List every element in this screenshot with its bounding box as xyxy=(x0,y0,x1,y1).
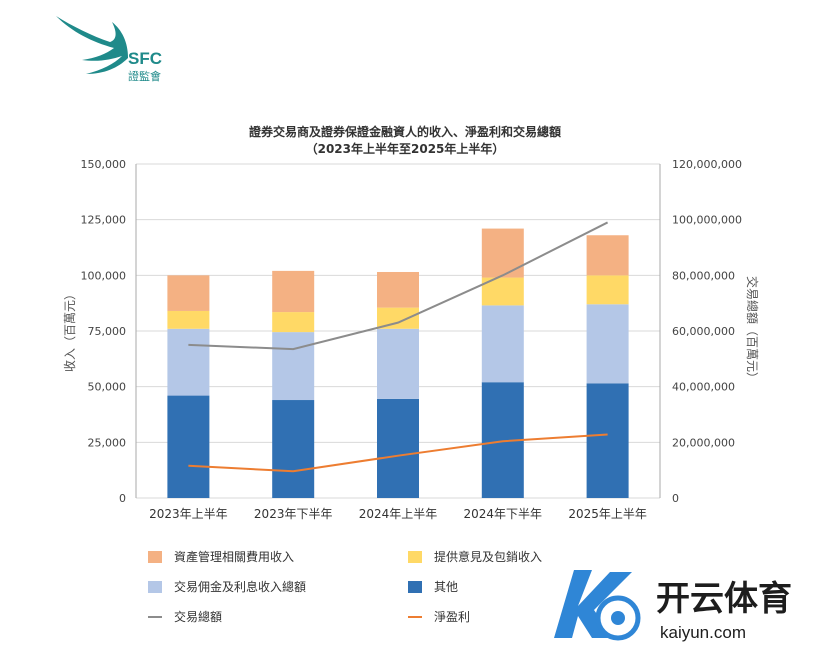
x-tick-label: 2024年下半年 xyxy=(464,507,543,521)
bar-segment xyxy=(272,332,315,401)
bar-segment xyxy=(481,305,524,383)
x-tick-label: 2023年下半年 xyxy=(254,507,333,521)
y2-tick-label: 20,000,000 xyxy=(672,436,735,449)
bar-segment xyxy=(167,395,210,498)
bar-segment xyxy=(272,312,315,333)
left-axis-ticks: 0 25,000 50,000 75,000 100,000 125,000 150,000 xyxy=(81,158,127,505)
legend-swatch xyxy=(408,580,422,593)
bar-segment xyxy=(481,228,524,278)
watermark-brand: 开云体育 xyxy=(656,579,792,619)
legend-label: 資產管理相關費用收入 xyxy=(174,550,295,564)
x-tick-label: 2024年上半年 xyxy=(359,507,438,521)
right-axis-ticks: 0 20,000,000 40,000,000 60,000,000 80,000,00… xyxy=(672,158,742,505)
legend-item: 其他 xyxy=(408,578,458,595)
k-logo-icon xyxy=(554,570,632,638)
bar-segment xyxy=(167,275,210,311)
legend-item: 資產管理相關費用收入 xyxy=(148,548,294,565)
legend-label: 其他 xyxy=(434,580,459,594)
y-tick-label: 0 xyxy=(119,492,126,505)
logo-name: 證監會 xyxy=(128,69,161,83)
y-axis-label: 收入（百萬元） xyxy=(63,288,77,372)
legend-swatch xyxy=(148,580,162,593)
y2-tick-label: 0 xyxy=(672,492,679,505)
chart-subtitle: （2023年上半年至2025年上半年） xyxy=(306,141,505,156)
lines xyxy=(188,221,609,473)
legend-label: 交易佣金及利息收入總額 xyxy=(174,580,307,594)
x-axis-ticks: 2023年上半年 2023年下半年 2024年上半年 2024年下半年 2025年上半年 xyxy=(149,507,647,521)
bar-segment xyxy=(272,270,315,313)
legend-label: 交易總額 xyxy=(174,610,223,624)
y2-tick-label: 120,000,000 xyxy=(672,158,742,171)
x-tick-label: 2025年上半年 xyxy=(568,507,647,521)
kaiyun-watermark: 开云体育 kaiyun.com xyxy=(554,570,792,642)
bar-segment xyxy=(586,235,629,276)
y-tick-label: 75,000 xyxy=(88,325,127,338)
y2-axis-label: 交易總額（百萬元） xyxy=(745,276,760,384)
bar-segment xyxy=(272,400,315,498)
bar-segment xyxy=(167,328,210,396)
y-tick-label: 25,000 xyxy=(88,436,127,449)
bars xyxy=(167,228,629,498)
y2-tick-label: 100,000,000 xyxy=(672,214,742,227)
eagle-icon xyxy=(56,16,128,74)
logo-acronym: SFC xyxy=(128,49,162,68)
bar-segment xyxy=(586,304,629,384)
legend-item: 交易總額 xyxy=(148,608,222,625)
bar-segment xyxy=(586,275,629,305)
bar-segment xyxy=(586,383,629,498)
y2-tick-label: 80,000,000 xyxy=(672,269,735,282)
x-tick-label: 2023年上半年 xyxy=(149,507,228,521)
legend-swatch xyxy=(148,550,162,563)
bar-segment xyxy=(167,310,210,329)
y2-tick-label: 60,000,000 xyxy=(672,325,735,338)
legend-swatch xyxy=(148,615,162,618)
legend-label: 提供意見及包銷收入 xyxy=(434,550,543,564)
y-tick-label: 100,000 xyxy=(81,269,127,282)
legend-item: 淨盈利 xyxy=(408,608,470,625)
chart-title: 證券交易商及證券保證金融資人的收入、淨盈利和交易總額 xyxy=(249,124,561,139)
y-tick-label: 125,000 xyxy=(81,214,127,227)
bar-segment xyxy=(377,271,419,308)
y-tick-label: 50,000 xyxy=(88,381,127,394)
legend-label: 淨盈利 xyxy=(434,610,471,624)
bar-segment xyxy=(377,307,419,329)
bar-segment xyxy=(377,398,419,498)
legend-swatch xyxy=(408,615,422,618)
y-tick-label: 150,000 xyxy=(81,158,127,171)
bar-segment xyxy=(377,328,419,399)
watermark-url: kaiyun.com xyxy=(660,623,746,642)
legend-swatch xyxy=(408,550,422,563)
legend-item: 提供意見及包銷收入 xyxy=(408,548,542,565)
y2-tick-label: 40,000,000 xyxy=(672,381,735,394)
legend-item: 交易佣金及利息收入總額 xyxy=(148,578,306,595)
sfc-logo: SFC 證監會 xyxy=(56,16,162,83)
